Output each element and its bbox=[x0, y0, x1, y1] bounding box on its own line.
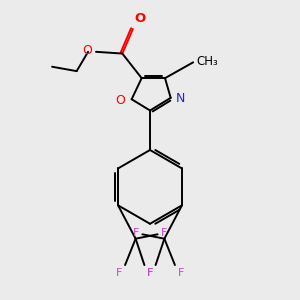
Text: F: F bbox=[178, 268, 184, 278]
Text: F: F bbox=[161, 228, 167, 239]
Text: O: O bbox=[116, 94, 125, 106]
Text: F: F bbox=[133, 228, 139, 239]
Text: O: O bbox=[135, 13, 146, 26]
Text: F: F bbox=[147, 268, 153, 278]
Text: F: F bbox=[116, 268, 122, 278]
Text: N: N bbox=[176, 92, 185, 105]
Text: O: O bbox=[82, 44, 92, 57]
Text: F: F bbox=[147, 268, 153, 278]
Text: CH₃: CH₃ bbox=[196, 55, 218, 68]
